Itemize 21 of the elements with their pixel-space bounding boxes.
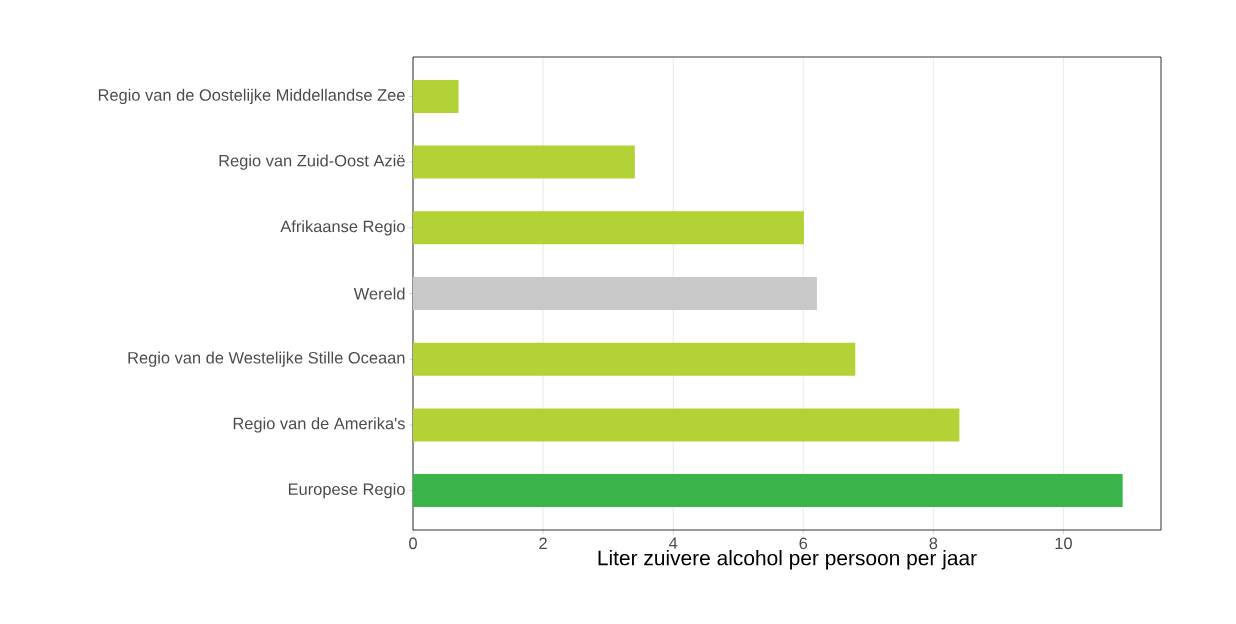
y-tick-label: Europese Regio [288, 482, 405, 499]
bar [413, 145, 635, 179]
x-tick-label: 10 [1055, 537, 1072, 550]
y-tick-label: Afrikaanse Regio [280, 220, 405, 236]
bar [413, 408, 960, 442]
y-tick-label: Regio van de Oostelijke Middellandse Zee [98, 88, 405, 105]
y-tick-label: Regio van de Amerika's [233, 417, 405, 433]
x-tick-label: 2 [539, 537, 547, 549]
y-tick-label: Regio van Zuid-Oost Azië [219, 154, 405, 170]
bar [413, 277, 817, 311]
x-tick-label: 0 [409, 537, 417, 550]
x-axis-title: Liter zuivere alcohol per persoon per jaar [598, 550, 977, 570]
bar [413, 79, 459, 113]
bar [413, 211, 804, 245]
y-tick-label: Regio van de Westelijke Stille Oceaan [128, 351, 405, 367]
x-tick-label: 6 [799, 537, 808, 550]
bar [413, 342, 856, 376]
y-tick-label: Wereld [353, 287, 405, 300]
x-tick-label: 8 [929, 537, 938, 550]
bar [413, 474, 1123, 508]
x-tick-label: 4 [668, 537, 678, 549]
